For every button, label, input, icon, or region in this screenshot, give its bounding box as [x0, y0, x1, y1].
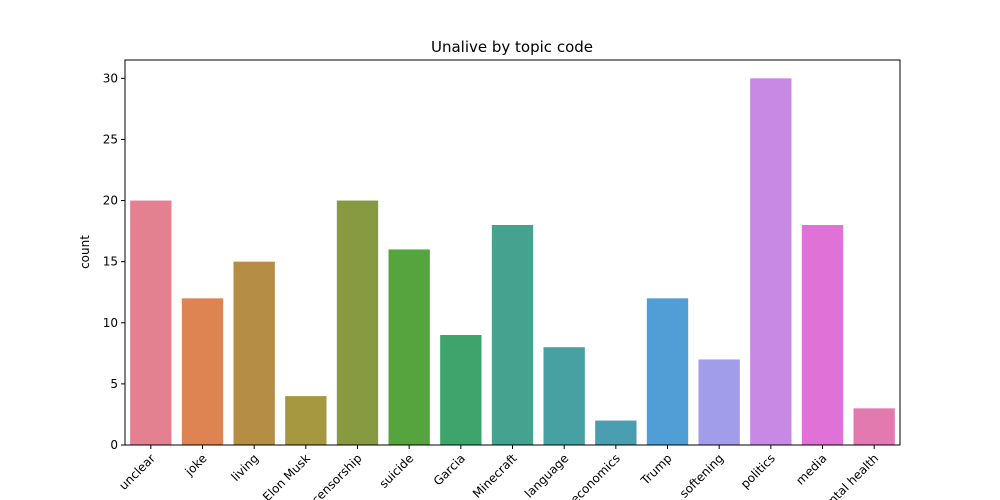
x-tick-label: media [793, 451, 829, 487]
y-tick-label: 15 [103, 255, 118, 269]
y-axis: 0 5 10 15 20 25 30 [103, 71, 125, 452]
y-tick-label: 30 [103, 71, 118, 85]
x-tick-label: softening [677, 451, 726, 500]
x-tick-label: joke [182, 451, 210, 479]
y-axis-label: count [78, 235, 92, 269]
x-tick-label: living [229, 451, 262, 484]
bars-group [130, 78, 895, 445]
bar-trump [646, 298, 689, 445]
x-tick-label: suicide [377, 451, 417, 491]
x-tick-label: economics [568, 451, 623, 500]
y-tick-label: 20 [103, 194, 118, 208]
x-tick-label: politics [738, 451, 778, 491]
x-tick-label: censorship [309, 451, 365, 500]
y-tick-label: 25 [103, 132, 118, 146]
bar-mental-health [853, 408, 895, 445]
bar-elon-musk [285, 396, 327, 445]
plot-frame [124, 59, 901, 446]
y-tick-label: 0 [110, 438, 118, 452]
bar-living [233, 261, 275, 445]
x-tick-label: unclear [116, 451, 158, 493]
bar-language [543, 347, 585, 445]
bar-garcia [440, 335, 482, 445]
bar-softening [698, 359, 740, 445]
y-tick-label: 10 [103, 316, 118, 330]
x-tick-label: Trump [638, 451, 675, 488]
x-tick-label: Garcia [431, 451, 468, 488]
bar-economics [595, 420, 637, 445]
bar-censorship [336, 200, 379, 445]
y-tick-label: 5 [110, 377, 118, 391]
chart-title: Unalive by topic code [431, 38, 593, 56]
x-tick-label: Elon Musk [260, 451, 313, 500]
bar-unclear [130, 200, 172, 445]
bar-minecraft [491, 225, 534, 445]
bar-suicide [388, 249, 430, 445]
bar-politics [750, 78, 792, 445]
bar-media [801, 225, 844, 445]
x-tick-label: language [522, 451, 571, 500]
x-tick-label: Minecraft [470, 451, 520, 500]
bar-joke [181, 298, 224, 445]
